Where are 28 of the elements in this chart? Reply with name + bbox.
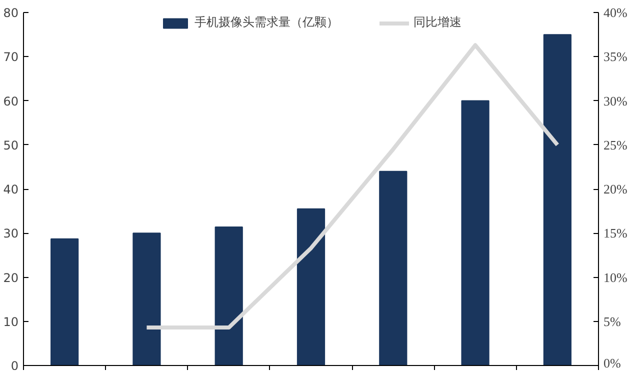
y2-tick-label: 0% (604, 356, 621, 370)
legend-label: 手机摄像头需求量（亿颗） (194, 14, 338, 31)
y-tick-label: 30 (3, 226, 19, 241)
y2-tick-label: 15% (604, 226, 628, 241)
bar (132, 232, 161, 366)
y-tick-label: 40 (3, 182, 19, 196)
y-tick-label: 80 (3, 6, 19, 20)
bar (379, 170, 408, 366)
y-tick-label: 20 (3, 270, 19, 285)
bar (50, 238, 79, 366)
y-tick-label: 0 (10, 359, 19, 373)
y-tick-label: 60 (3, 94, 19, 108)
bar (461, 100, 490, 366)
bar (214, 226, 243, 366)
y-tick-label: 50 (3, 138, 19, 152)
bar (543, 34, 572, 366)
y2-tick-label: 5% (604, 314, 621, 329)
y2-tick-label: 40% (604, 5, 628, 20)
y2-tick-label: 20% (604, 182, 628, 196)
y2-tick-label: 35% (604, 49, 628, 64)
y-tick-label: 10 (3, 314, 19, 329)
y-tick-label: 70 (3, 50, 19, 64)
line-series (144, 43, 560, 330)
y2-tick-label: 25% (604, 137, 628, 152)
legend-label: 同比增速 (414, 14, 462, 31)
y2-tick-label: 10% (604, 270, 628, 285)
y2-tick-label: 30% (604, 93, 628, 108)
bar (296, 208, 326, 366)
